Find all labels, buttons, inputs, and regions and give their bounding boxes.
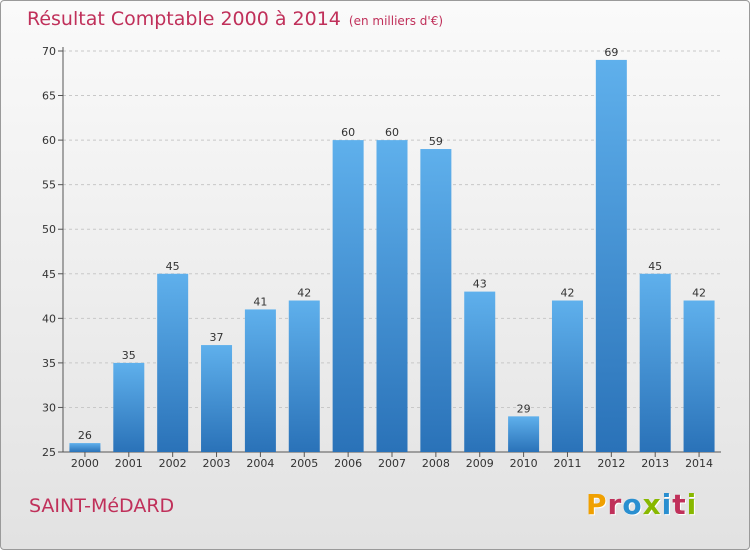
x-tick-label-2009: 2009 (466, 457, 494, 470)
x-tick-label-2006: 2006 (334, 457, 362, 470)
data-label-2004: 41 (253, 295, 267, 308)
bar-2007 (376, 140, 408, 452)
y-tick-label: 65 (42, 90, 56, 103)
chart-title-text: Résultat Comptable 2000 à 2014 (27, 8, 341, 30)
bar-2006 (332, 140, 364, 452)
logo-letter: i (661, 488, 673, 521)
x-tick-label-2007: 2007 (378, 457, 406, 470)
labels: 26 35 45 37 41 42 60 60 59 43 29 42 69 45 42 (78, 46, 706, 442)
x-tick-label-2002: 2002 (159, 457, 187, 470)
bar-2013 (639, 273, 671, 452)
data-label-2002: 45 (166, 260, 180, 273)
bars (69, 59, 715, 453)
bar-2004 (244, 309, 276, 452)
logo-letter: o (622, 488, 643, 521)
data-label-2013: 45 (648, 260, 662, 273)
y-tick-label: 30 (42, 401, 56, 414)
logo-letter: P (586, 488, 608, 521)
y-tick-label: 70 (42, 45, 56, 58)
data-label-2009: 43 (473, 278, 487, 291)
chart-unit: (en milliers d'€) (348, 14, 444, 28)
proxiti-logo: Proxiti (586, 488, 697, 521)
y-tick-label: 50 (42, 223, 56, 236)
x-tick-label-2010: 2010 (510, 457, 538, 470)
x-tick-label-2008: 2008 (422, 457, 450, 470)
x-tick-label-2004: 2004 (246, 457, 274, 470)
data-label-2010: 29 (517, 402, 531, 415)
x-tick-label-2012: 2012 (597, 457, 625, 470)
data-label-2005: 42 (297, 287, 311, 300)
data-label-2000: 26 (78, 429, 92, 442)
bar-2005 (288, 300, 320, 452)
data-label-2011: 42 (560, 287, 574, 300)
bar-2003 (201, 345, 233, 452)
bar-2008 (420, 149, 452, 452)
logo-letter: r (607, 488, 623, 521)
x-tick-label-2005: 2005 (290, 457, 318, 470)
bar-2011 (551, 300, 583, 452)
bar-2012 (595, 59, 627, 453)
bar-2014 (683, 300, 715, 452)
logo-letter: i (686, 488, 698, 521)
data-label-2007: 60 (385, 126, 399, 139)
x-tick-label-2014: 2014 (685, 457, 713, 470)
data-label-2012: 69 (604, 46, 618, 59)
y-tick-label: 55 (42, 179, 56, 192)
x-tick-label-2003: 2003 (203, 457, 231, 470)
x-tick-label-2011: 2011 (553, 457, 581, 470)
x-tick-label-2001: 2001 (115, 457, 143, 470)
y-tick-label: 60 (42, 134, 56, 147)
data-label-2008: 59 (429, 135, 443, 148)
y-tick-label: 35 (42, 357, 56, 370)
data-label-2014: 42 (692, 287, 706, 300)
x-tick-label-2013: 2013 (641, 457, 669, 470)
chart-title: Résultat Comptable 2000 à 2014 (en millie… (27, 8, 443, 30)
y-tick-label: 45 (42, 268, 56, 281)
logo-letter: x (642, 488, 662, 521)
bar-2000 (69, 443, 101, 452)
y-tick-label: 25 (42, 446, 56, 459)
bar-2002 (157, 273, 189, 452)
bar-2009 (464, 291, 496, 452)
logo-letter: t (672, 488, 687, 521)
bar-2010 (508, 416, 540, 452)
town-name: SAINT-MéDARD (29, 495, 175, 517)
y-tick-label: 40 (42, 312, 56, 325)
bar-2001 (113, 362, 145, 452)
data-label-2006: 60 (341, 126, 355, 139)
data-label-2001: 35 (122, 349, 136, 362)
data-label-2003: 37 (210, 331, 224, 344)
x-tick-label-2000: 2000 (71, 457, 99, 470)
